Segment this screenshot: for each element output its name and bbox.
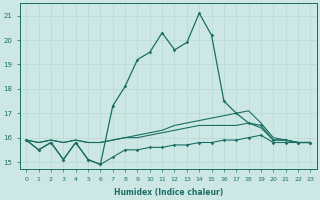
X-axis label: Humidex (Indice chaleur): Humidex (Indice chaleur) [114,188,223,197]
